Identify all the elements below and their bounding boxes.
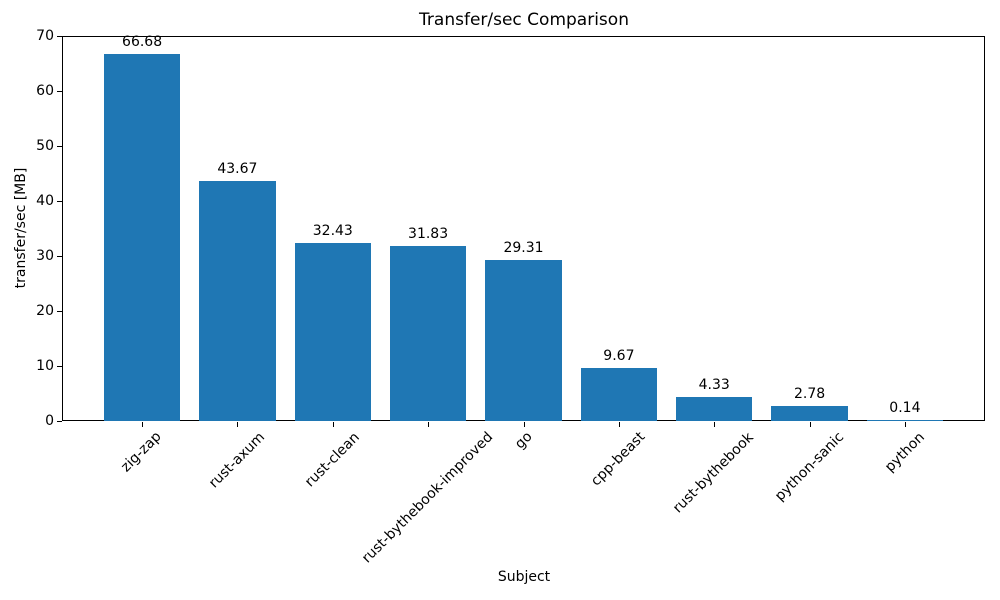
y-tick — [57, 146, 62, 147]
x-tick — [809, 422, 811, 427]
x-tick — [904, 422, 906, 427]
x-tick-label: rust-bythebook — [670, 429, 758, 517]
x-tick — [714, 422, 716, 427]
y-tick-label: 60 — [36, 83, 54, 99]
bar — [199, 181, 276, 421]
bar-value-label: 32.43 — [312, 223, 353, 239]
y-tick — [57, 256, 62, 257]
x-tick-label: python — [881, 428, 928, 475]
bar — [866, 420, 944, 421]
x-tick-label: rust-clean — [302, 428, 363, 490]
bar-value-label: 4.33 — [698, 377, 730, 393]
bar — [676, 397, 753, 421]
bar — [580, 368, 657, 421]
x-tick-label: zig-zap — [118, 429, 166, 476]
y-tick — [57, 36, 62, 37]
x-tick-label: rust-axum — [206, 429, 269, 492]
bar-value-label: 43.67 — [217, 161, 258, 177]
x-axis-label: Subject — [497, 569, 551, 585]
x-tick — [142, 422, 144, 427]
x-tick-label: python-sanic — [771, 428, 847, 504]
x-tick-label: rust-bythebook-improved — [359, 429, 497, 567]
y-tick-label: 20 — [36, 303, 54, 319]
bar-value-label: 66.68 — [122, 34, 163, 50]
x-tick-label: cpp-beast — [588, 428, 649, 490]
x-tick — [237, 422, 239, 427]
y-tick-label: 10 — [36, 358, 54, 374]
x-tick — [332, 422, 334, 427]
bar-value-label: 29.31 — [503, 240, 544, 256]
y-tick — [57, 366, 62, 367]
bar-value-label: 0.14 — [889, 400, 921, 416]
y-tick-label: 50 — [36, 138, 54, 154]
y-tick-label: 0 — [45, 413, 54, 429]
bar — [485, 260, 562, 421]
y-tick — [57, 91, 62, 92]
y-tick — [57, 421, 62, 422]
bar — [390, 246, 467, 421]
x-tick-label: go — [511, 428, 536, 453]
y-tick-label: 30 — [36, 248, 54, 264]
bar-value-label: 31.83 — [408, 226, 449, 242]
bar — [104, 54, 181, 421]
bar-value-label: 2.78 — [794, 386, 826, 402]
x-tick — [428, 422, 430, 427]
y-tick-label: 70 — [36, 28, 54, 44]
y-tick — [57, 201, 62, 202]
x-tick — [618, 422, 620, 427]
bar — [294, 243, 371, 421]
chart-title: Transfer/sec Comparison — [419, 10, 629, 30]
bar — [771, 406, 848, 421]
bar-value-label: 9.67 — [603, 348, 635, 364]
y-tick — [57, 311, 62, 312]
x-tick — [523, 422, 525, 427]
y-axis-label: transfer/sec [MB] — [13, 167, 29, 289]
y-tick-label: 40 — [36, 193, 54, 209]
